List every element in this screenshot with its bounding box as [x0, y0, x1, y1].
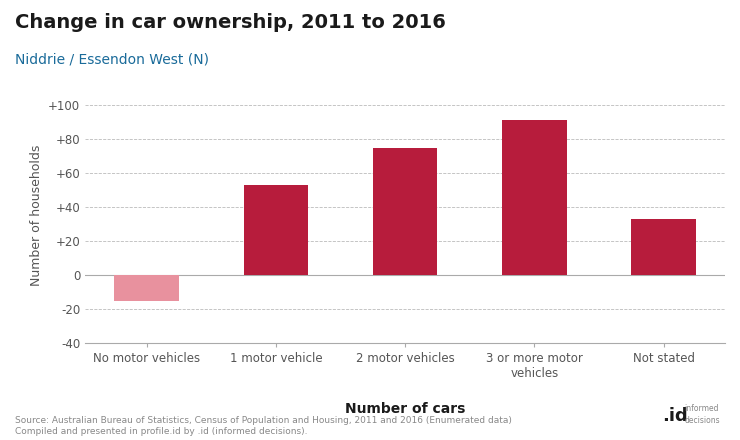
Bar [243, 185, 308, 275]
Text: Source: Australian Bureau of Statistics, Census of Population and Housing, 2011 : Source: Australian Bureau of Statistics,… [15, 416, 511, 436]
Bar [502, 120, 567, 275]
Text: informed
decisions: informed decisions [684, 404, 720, 425]
Text: .id: .id [662, 407, 688, 425]
Bar [373, 147, 437, 275]
Bar [631, 219, 696, 275]
Text: Change in car ownership, 2011 to 2016: Change in car ownership, 2011 to 2016 [15, 13, 445, 32]
Text: Number of cars: Number of cars [345, 402, 465, 416]
Bar [114, 275, 179, 301]
Y-axis label: Number of households: Number of households [30, 145, 43, 286]
Text: Niddrie / Essendon West (N): Niddrie / Essendon West (N) [15, 53, 209, 67]
